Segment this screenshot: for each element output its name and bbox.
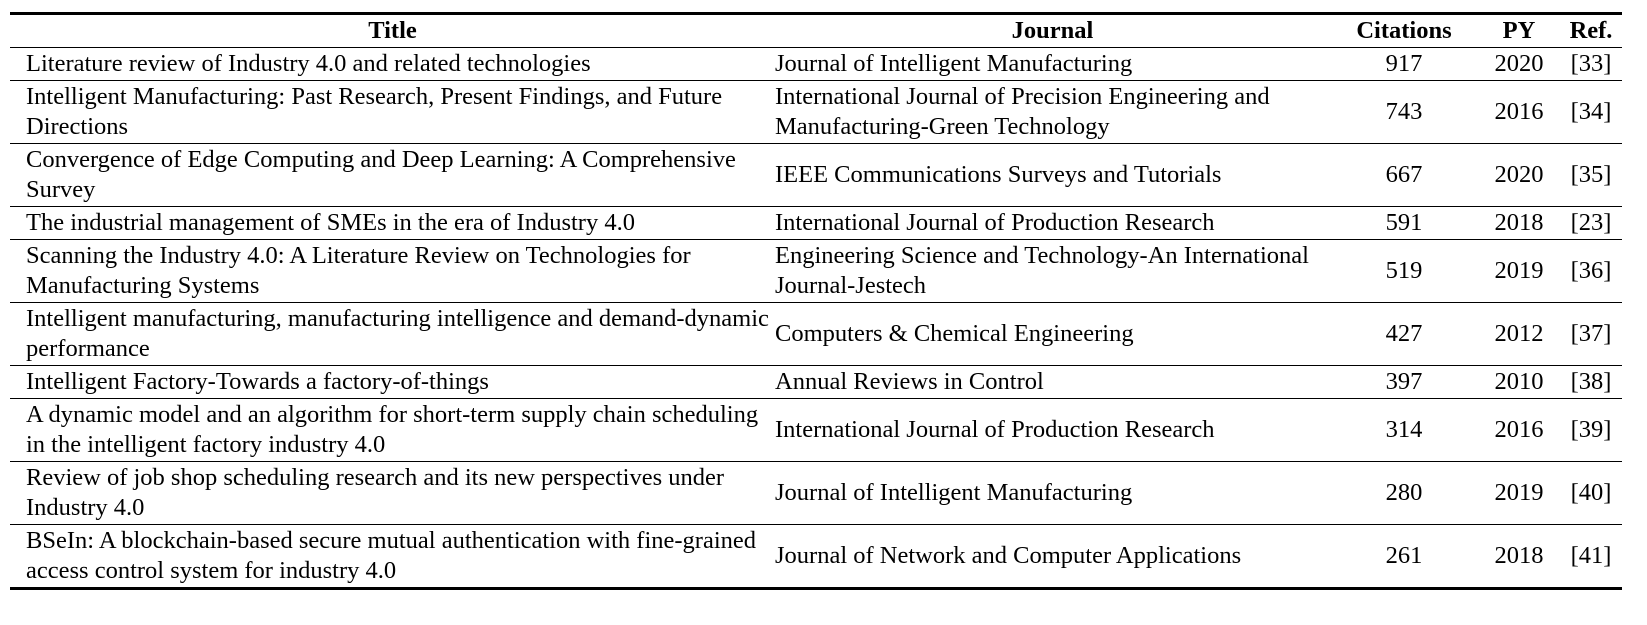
cell-py: 2019 xyxy=(1494,479,1544,506)
header-row: Title Journal Citations PY Ref. xyxy=(10,13,1622,48)
cell-ref: [38] xyxy=(1570,368,1612,395)
cell-journal: Journal of Intelligent Manufacturing xyxy=(775,479,1133,506)
table-body: Literature review of Industry 4.0 and re… xyxy=(10,48,1622,589)
top-cited-papers-table: Title Journal Citations PY Ref. Literatu… xyxy=(10,12,1622,590)
table-row: Intelligent Manufacturing: Past Research… xyxy=(10,81,1622,144)
cell-title: Scanning the Industry 4.0: A Literature … xyxy=(26,242,691,299)
cell-title: Intelligent Manufacturing: Past Research… xyxy=(26,83,723,140)
cell-ref: [35] xyxy=(1570,161,1612,188)
cell-title: Intelligent manufacturing, manufacturing… xyxy=(26,305,769,362)
cell-citations: 591 xyxy=(1385,209,1423,236)
cell-title: The industrial management of SMEs in the… xyxy=(26,209,635,236)
cell-py: 2018 xyxy=(1494,209,1544,236)
table-row: Review of job shop scheduling research a… xyxy=(10,462,1622,525)
table-row: BSeIn: A blockchain-based secure mutual … xyxy=(10,525,1622,589)
citations-table-container: Title Journal Citations PY Ref. Literatu… xyxy=(10,12,1622,590)
cell-journal: Annual Reviews in Control xyxy=(775,368,1044,395)
table-row: Convergence of Edge Computing and Deep L… xyxy=(10,144,1622,207)
cell-citations: 280 xyxy=(1385,479,1423,506)
cell-title: BSeIn: A blockchain-based secure mutual … xyxy=(26,527,757,584)
cell-py: 2010 xyxy=(1494,368,1544,395)
cell-journal: Journal of Intelligent Manufacturing xyxy=(775,50,1133,77)
cell-ref: [41] xyxy=(1570,542,1612,569)
cell-citations: 427 xyxy=(1385,320,1423,347)
cell-ref: [23] xyxy=(1570,209,1612,236)
cell-journal: International Journal of Precision Engin… xyxy=(775,83,1270,140)
table-row: Intelligent manufacturing, manufacturing… xyxy=(10,303,1622,366)
cell-journal: Journal of Network and Computer Applicat… xyxy=(775,542,1242,569)
cell-py: 2019 xyxy=(1494,257,1544,284)
cell-title: Intelligent Factory-Towards a factory-of… xyxy=(26,368,489,395)
table-row: A dynamic model and an algorithm for sho… xyxy=(10,399,1622,462)
table-header: Title Journal Citations PY Ref. xyxy=(10,13,1622,48)
cell-py: 2012 xyxy=(1494,320,1544,347)
header-citations: Citations xyxy=(1356,17,1452,44)
header-journal: Journal xyxy=(1011,17,1094,44)
cell-citations: 917 xyxy=(1385,50,1423,77)
cell-citations: 314 xyxy=(1385,416,1423,443)
cell-py: 2018 xyxy=(1494,542,1544,569)
cell-ref: [40] xyxy=(1570,479,1612,506)
table-row: The industrial management of SMEs in the… xyxy=(10,207,1622,240)
cell-py: 2016 xyxy=(1494,416,1544,443)
cell-citations: 743 xyxy=(1385,98,1423,125)
cell-citations: 667 xyxy=(1385,161,1423,188)
cell-title: Literature review of Industry 4.0 and re… xyxy=(26,50,591,77)
cell-journal: IEEE Communications Surveys and Tutorial… xyxy=(775,161,1222,188)
cell-journal: International Journal of Production Rese… xyxy=(775,416,1215,443)
cell-py: 2020 xyxy=(1494,161,1544,188)
header-title: Title xyxy=(368,17,417,44)
table-row: Literature review of Industry 4.0 and re… xyxy=(10,48,1622,81)
cell-ref: [36] xyxy=(1570,257,1612,284)
cell-ref: [33] xyxy=(1570,50,1612,77)
cell-journal: Engineering Science and Technology-An In… xyxy=(775,242,1309,299)
cell-citations: 397 xyxy=(1385,368,1423,395)
table-row: Scanning the Industry 4.0: A Literature … xyxy=(10,240,1622,303)
cell-ref: [37] xyxy=(1570,320,1612,347)
cell-journal: Computers & Chemical Engineering xyxy=(775,320,1134,347)
table-row: Intelligent Factory-Towards a factory-of… xyxy=(10,366,1622,399)
cell-title: Review of job shop scheduling research a… xyxy=(26,464,725,521)
cell-py: 2016 xyxy=(1494,98,1544,125)
cell-journal: International Journal of Production Rese… xyxy=(775,209,1215,236)
cell-ref: [34] xyxy=(1570,98,1612,125)
cell-title: A dynamic model and an algorithm for sho… xyxy=(26,401,759,458)
header-ref: Ref. xyxy=(1569,17,1613,44)
header-py: PY xyxy=(1502,17,1536,44)
cell-citations: 519 xyxy=(1385,257,1423,284)
cell-title: Convergence of Edge Computing and Deep L… xyxy=(26,146,736,203)
cell-ref: [39] xyxy=(1570,416,1612,443)
cell-citations: 261 xyxy=(1385,542,1423,569)
cell-py: 2020 xyxy=(1494,50,1544,77)
